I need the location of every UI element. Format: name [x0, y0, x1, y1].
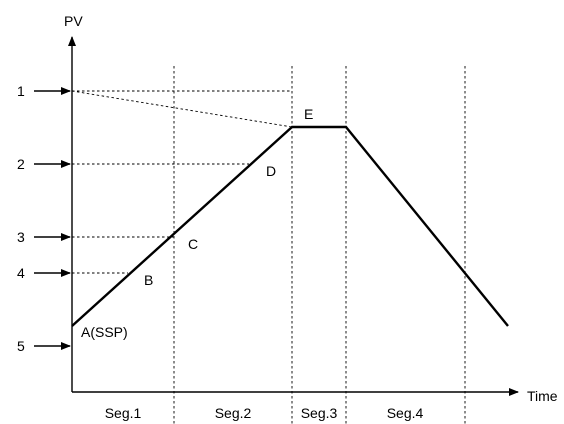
- segment-1-label: Seg.1: [105, 405, 142, 421]
- segment-boundaries: [173, 66, 466, 424]
- y-axis-label: PV: [64, 13, 83, 29]
- segment-labels: Seg.1 Seg.2 Seg.3 Seg.4: [105, 405, 424, 421]
- level-2-label: 2: [17, 156, 25, 172]
- level-5-label: 5: [17, 338, 25, 354]
- level-4-label: 4: [17, 265, 25, 281]
- level-3-label: 3: [17, 229, 25, 245]
- guide-level-1-slope: [71, 90, 293, 128]
- segment-2-label: Seg.2: [215, 405, 252, 421]
- level-1-label: 1: [17, 83, 25, 99]
- level-labels: 1 2 3 4 5: [17, 83, 25, 354]
- point-c-label: C: [188, 236, 198, 252]
- point-a-label: A(SSP): [81, 324, 128, 340]
- level-guides: [71, 90, 293, 274]
- segment-3-label: Seg.3: [301, 405, 338, 421]
- segment-4-label: Seg.4: [387, 405, 424, 421]
- point-labels: A(SSP) B C D E: [81, 106, 313, 340]
- level-arrows: [34, 87, 71, 350]
- point-d-label: D: [266, 163, 276, 179]
- point-b-label: B: [144, 272, 153, 288]
- x-axis-label: Time: [527, 388, 558, 404]
- pv-profile-line: [71, 125, 509, 327]
- point-e-label: E: [304, 106, 313, 122]
